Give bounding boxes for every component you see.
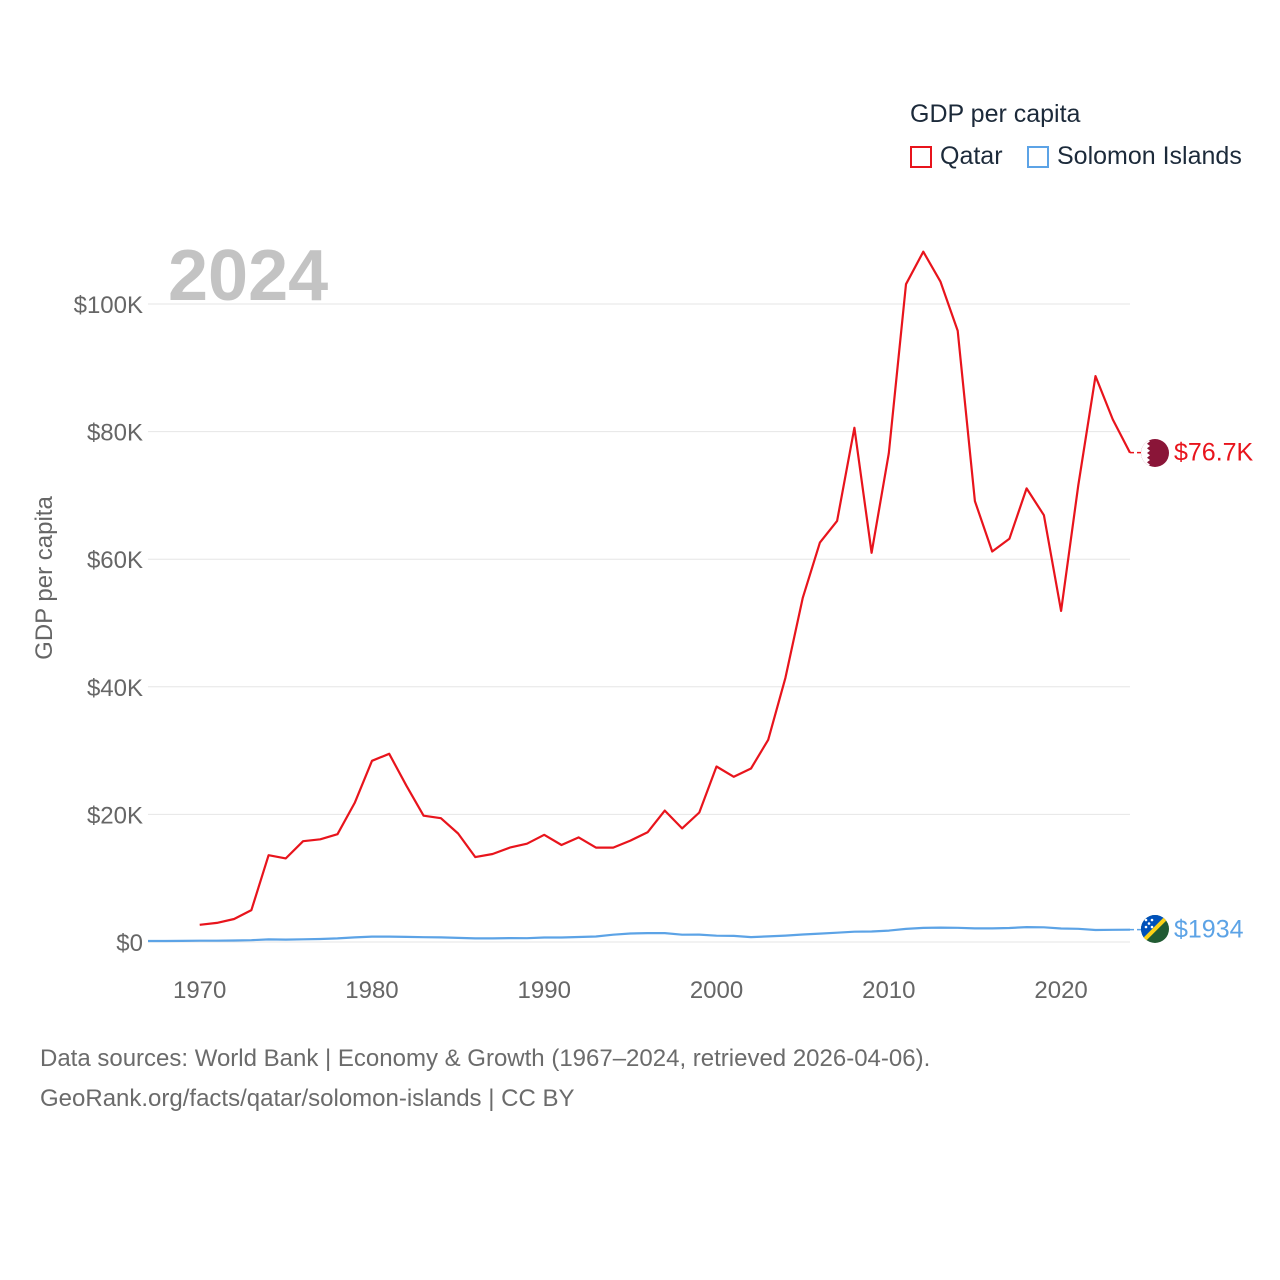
- y-tick-label: $60K: [87, 547, 143, 574]
- legend-swatch-solomon-islands: [1027, 145, 1049, 168]
- y-tick-label: $80K: [87, 420, 143, 447]
- legend-label-qatar: Qatar: [940, 142, 1003, 170]
- x-tick-label: 2010: [862, 977, 915, 1004]
- legend-swatch-qatar: [910, 145, 932, 168]
- x-tick-label: 2000: [690, 977, 743, 1004]
- year-label: 2024: [168, 236, 328, 316]
- solomon-islands-flag-icon: [1141, 915, 1169, 943]
- legend-item-qatar[interactable]: Qatar: [910, 142, 1003, 171]
- legend-label-solomon-islands: Solomon Islands: [1057, 142, 1242, 170]
- legend-title: GDP per capita: [910, 100, 1081, 128]
- y-tick-label: $40K: [87, 675, 143, 702]
- series-line-qatar: [199, 250, 1131, 926]
- y-axis-title: GDP per capita: [31, 496, 58, 660]
- qatar-flag-icon: [1141, 439, 1169, 467]
- series-end-label-qatar: $76.7K: [1174, 439, 1254, 467]
- gdp-line-chart: 2024 $0 $20K $40K $60K $80K $100K 1970 1980 1990…: [31, 236, 1254, 1004]
- x-tick-label: 1990: [518, 977, 571, 1004]
- footer-link[interactable]: GeoRank.org/facts/qatar/solomon-islands …: [40, 1085, 575, 1112]
- legend-item-solomon-islands[interactable]: Solomon Islands: [1027, 142, 1242, 171]
- x-tick-label: 1970: [173, 977, 226, 1004]
- y-tick-label: $20K: [87, 802, 143, 829]
- series-end-label-solomon-islands: $1934: [1174, 916, 1244, 944]
- series-line-solomon-islands: [148, 925, 1131, 943]
- x-tick-label: 2020: [1034, 977, 1087, 1004]
- footer-sources: Data sources: World Bank | Economy & Gro…: [40, 1045, 931, 1072]
- x-tick-label: 1980: [345, 977, 398, 1004]
- y-tick-label: $0: [116, 930, 143, 957]
- y-tick-label: $100K: [74, 292, 143, 319]
